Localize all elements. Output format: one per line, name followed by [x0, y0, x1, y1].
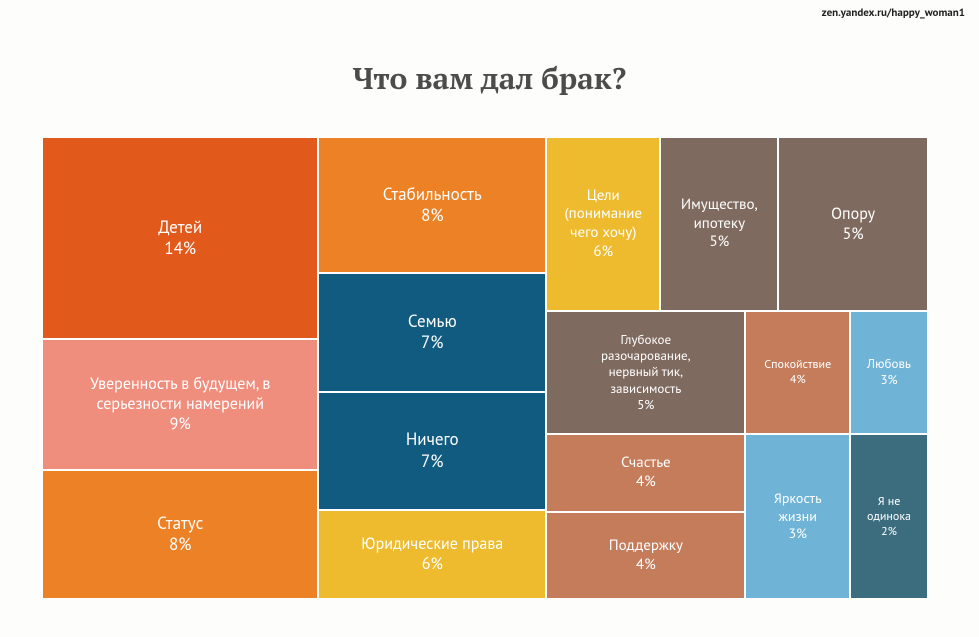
treemap-cell-c-confidence: Уверенность в будущем, всерьезности наме…: [42, 339, 318, 470]
treemap-cell-c-happiness: Счастье4%: [546, 434, 745, 513]
treemap-chart: Детей14% Уверенность в будущем, всерьезно…: [42, 137, 928, 599]
treemap-cell-c-calm: Спокойствие4%: [745, 311, 850, 433]
cell-label: Я неодинока: [867, 494, 911, 524]
cell-percent: 5%: [681, 233, 758, 252]
chart-title: Что вам дал брак?: [0, 58, 979, 98]
cell-percent: 7%: [406, 451, 459, 472]
treemap-cell-c-support2: Опору5%: [778, 137, 928, 311]
cell-percent: 5%: [601, 397, 691, 413]
cell-percent: 14%: [158, 238, 202, 259]
cell-percent: 6%: [564, 243, 642, 262]
cell-label: Семью: [408, 311, 457, 332]
treemap-cell-c-status: Статус8%: [42, 470, 318, 599]
cell-label: Счастье: [621, 454, 671, 473]
cell-label: Детей: [158, 217, 202, 238]
cell-label: Яркостьжизни: [774, 490, 822, 525]
cell-label: Любовь: [867, 356, 911, 372]
cell-label: Ничего: [406, 429, 459, 450]
treemap-cell-c-disappoint: Глубокоеразочарование,нервный тик,зависи…: [546, 311, 745, 433]
cell-label: Спокойствие: [764, 357, 831, 372]
cell-percent: 8%: [157, 534, 203, 555]
cell-percent: 3%: [774, 525, 822, 543]
cell-label: Поддержку: [609, 537, 683, 556]
treemap-cell-c-goals: Цели(пониманиечего хочу)6%: [546, 137, 660, 311]
treemap-cell-c-nothing: Ничего7%: [318, 392, 546, 510]
cell-percent: 9%: [90, 414, 270, 434]
treemap-cell-c-notalone: Я неодинока2%: [850, 434, 928, 599]
treemap-cell-c-support: Поддержку4%: [546, 512, 745, 599]
watermark-text: zen.yandex.ru/happy_woman1: [822, 6, 965, 20]
cell-percent: 2%: [867, 524, 911, 539]
treemap-cell-c-bright: Яркостьжизни3%: [745, 434, 850, 599]
treemap-cell-c-family: Семью7%: [318, 273, 546, 391]
cell-label: Имущество,ипотеку: [681, 196, 758, 234]
cell-label: Уверенность в будущем, всерьезности наме…: [90, 374, 270, 414]
cell-label: Юридические права: [361, 534, 503, 554]
cell-percent: 5%: [831, 224, 875, 244]
cell-label: Глубокоеразочарование,нервный тик,зависи…: [601, 332, 691, 397]
treemap-cell-c-love: Любовь3%: [850, 311, 928, 433]
cell-label: Стабильность: [383, 184, 482, 205]
cell-percent: 3%: [867, 372, 911, 388]
cell-label: Статус: [157, 513, 203, 534]
cell-label: Цели(пониманиечего хочу): [564, 187, 642, 243]
cell-percent: 4%: [764, 372, 831, 387]
cell-percent: 7%: [408, 332, 457, 353]
treemap-cell-c-legal: Юридические права6%: [318, 510, 546, 599]
cell-label: Опору: [831, 204, 875, 224]
treemap-cell-c-stability: Стабильность8%: [318, 137, 546, 273]
treemap-cell-c-children: Детей14%: [42, 137, 318, 339]
cell-percent: 4%: [621, 473, 671, 492]
treemap-cell-c-property: Имущество,ипотеку5%: [660, 137, 778, 311]
cell-percent: 8%: [383, 205, 482, 226]
cell-percent: 4%: [609, 556, 683, 575]
cell-percent: 6%: [361, 554, 503, 574]
